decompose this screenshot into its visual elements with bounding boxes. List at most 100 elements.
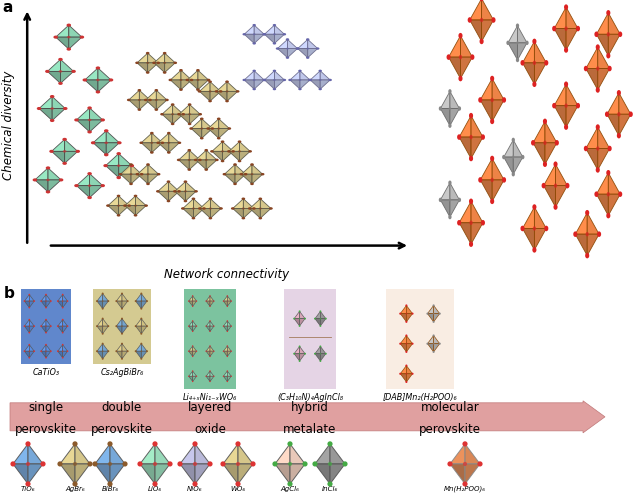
Bar — [284, 289, 336, 389]
Circle shape — [209, 197, 212, 200]
Circle shape — [100, 184, 105, 187]
Circle shape — [45, 307, 47, 309]
Circle shape — [457, 134, 461, 140]
Polygon shape — [434, 314, 440, 322]
Circle shape — [511, 138, 515, 142]
Polygon shape — [102, 344, 108, 351]
Text: NiO₆: NiO₆ — [188, 486, 203, 492]
Circle shape — [156, 141, 160, 144]
Polygon shape — [608, 194, 620, 215]
Polygon shape — [122, 294, 127, 301]
Circle shape — [150, 142, 154, 144]
Text: Li₄₊ₓNi₁₋ₓWO₆: Li₄₊ₓNi₁₋ₓWO₆ — [183, 393, 237, 402]
Polygon shape — [586, 69, 598, 90]
Circle shape — [146, 300, 148, 302]
Polygon shape — [607, 93, 619, 114]
Circle shape — [24, 325, 26, 327]
Polygon shape — [58, 351, 63, 358]
Polygon shape — [321, 354, 326, 361]
Polygon shape — [290, 444, 305, 464]
Polygon shape — [189, 150, 200, 160]
Circle shape — [141, 325, 142, 327]
Polygon shape — [75, 464, 90, 484]
Circle shape — [193, 441, 198, 446]
Circle shape — [73, 462, 77, 466]
Circle shape — [325, 318, 327, 320]
Circle shape — [405, 335, 408, 337]
Polygon shape — [175, 182, 186, 191]
Circle shape — [273, 42, 276, 45]
Circle shape — [223, 301, 224, 302]
Polygon shape — [97, 351, 102, 359]
Polygon shape — [227, 301, 231, 306]
Circle shape — [196, 301, 197, 302]
Polygon shape — [522, 228, 534, 250]
Polygon shape — [619, 93, 631, 114]
Circle shape — [316, 48, 319, 50]
Polygon shape — [52, 97, 65, 109]
Polygon shape — [173, 114, 183, 124]
Circle shape — [108, 462, 112, 466]
Polygon shape — [586, 127, 598, 148]
Polygon shape — [47, 72, 61, 83]
Circle shape — [286, 48, 289, 50]
Polygon shape — [46, 351, 51, 358]
Polygon shape — [106, 154, 119, 166]
Text: (C₃H₁₀N)₄AgInCl₈: (C₃H₁₀N)₄AgInCl₈ — [277, 393, 343, 402]
Polygon shape — [219, 128, 229, 138]
Polygon shape — [106, 143, 119, 155]
Circle shape — [449, 107, 451, 110]
Circle shape — [243, 33, 246, 36]
Circle shape — [554, 204, 557, 210]
Polygon shape — [508, 26, 518, 43]
Polygon shape — [189, 114, 200, 124]
Circle shape — [166, 200, 170, 202]
Circle shape — [227, 381, 228, 382]
Circle shape — [206, 127, 210, 130]
Circle shape — [433, 313, 435, 315]
Polygon shape — [294, 319, 300, 326]
Circle shape — [532, 226, 536, 230]
Polygon shape — [428, 306, 434, 314]
Polygon shape — [202, 119, 212, 128]
Polygon shape — [545, 143, 557, 164]
Polygon shape — [196, 160, 206, 170]
Polygon shape — [227, 351, 231, 356]
Polygon shape — [148, 174, 159, 184]
Polygon shape — [434, 336, 440, 344]
Circle shape — [62, 301, 63, 302]
Polygon shape — [140, 90, 150, 100]
Polygon shape — [131, 164, 141, 174]
Polygon shape — [241, 174, 252, 184]
Polygon shape — [566, 7, 578, 29]
Polygon shape — [243, 208, 254, 218]
Circle shape — [296, 48, 299, 50]
Circle shape — [134, 204, 137, 206]
Polygon shape — [461, 57, 472, 79]
Text: double: double — [102, 401, 142, 414]
Polygon shape — [210, 371, 214, 376]
Polygon shape — [58, 326, 63, 333]
Circle shape — [554, 183, 557, 188]
Polygon shape — [534, 42, 547, 63]
Polygon shape — [141, 133, 152, 143]
Circle shape — [45, 344, 47, 346]
Circle shape — [67, 300, 68, 302]
Circle shape — [236, 441, 241, 446]
Polygon shape — [141, 344, 147, 351]
Circle shape — [273, 24, 276, 27]
Circle shape — [26, 441, 31, 446]
Circle shape — [177, 141, 181, 144]
Text: perovskite: perovskite — [91, 423, 153, 436]
Circle shape — [62, 294, 63, 296]
Circle shape — [192, 320, 193, 322]
Circle shape — [165, 99, 169, 101]
Polygon shape — [61, 72, 74, 83]
Circle shape — [447, 54, 451, 60]
Circle shape — [153, 462, 157, 466]
Circle shape — [252, 70, 256, 72]
Text: Mn(H₂POO)₆: Mn(H₂POO)₆ — [444, 486, 486, 492]
Polygon shape — [102, 294, 108, 301]
Polygon shape — [440, 200, 450, 217]
Polygon shape — [471, 116, 483, 137]
